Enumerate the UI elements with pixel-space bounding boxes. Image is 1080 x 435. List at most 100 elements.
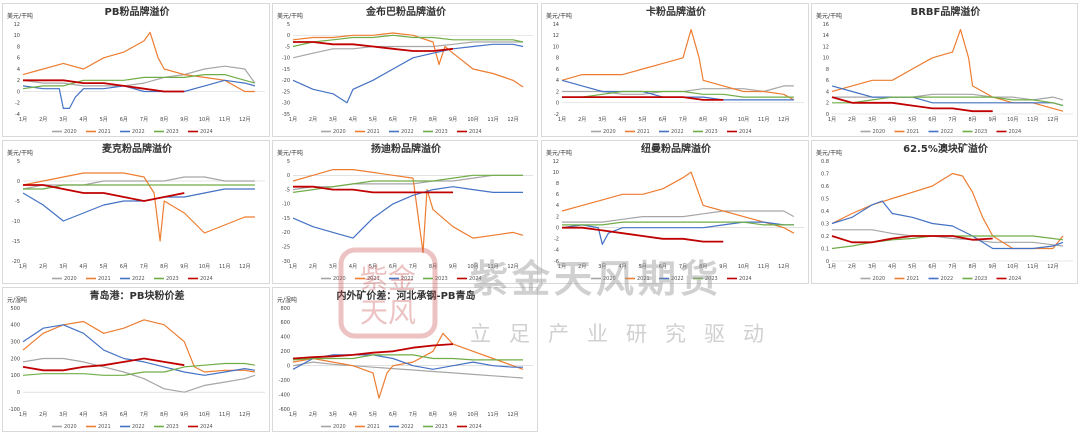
y-tick-label: 14 bbox=[553, 22, 559, 28]
chart-panel: 金布巴粉品牌溢价 美元/干吨 -35 -30 -25 -20 -15 -10 -5 0 5 1月 2月 3… bbox=[272, 3, 538, 137]
x-tick-label: 2月 bbox=[309, 117, 317, 123]
y-tick-label: 4 bbox=[826, 89, 829, 95]
y-tick-label: -30 bbox=[282, 259, 290, 265]
x-tick-label: 9月 bbox=[719, 264, 727, 270]
y-tick-label: 0 bbox=[17, 390, 20, 396]
y-axis-unit: 美元/干吨 bbox=[277, 12, 303, 20]
y-tick-label: 200 bbox=[10, 356, 20, 362]
series-line-2021 bbox=[292, 169, 524, 254]
x-tick-label: 6月 bbox=[928, 264, 936, 270]
x-tick-label: 4月 bbox=[349, 264, 357, 270]
series-line-2024 bbox=[831, 235, 993, 244]
y-tick-label: -15 bbox=[282, 216, 290, 222]
series-line-2023 bbox=[292, 174, 523, 193]
y-tick-label: 8 bbox=[17, 44, 20, 50]
x-tick-label: 8月 bbox=[968, 264, 976, 270]
series-line-2022 bbox=[292, 186, 523, 239]
y-tick-label: 4 bbox=[556, 78, 559, 84]
y-tick-label: 100 bbox=[10, 373, 20, 379]
x-tick-label: 12月 bbox=[1047, 264, 1058, 270]
y-tick-label: 12 bbox=[553, 159, 559, 165]
series-line-2023 bbox=[22, 73, 256, 90]
legend-label: 2023 bbox=[705, 276, 718, 282]
x-tick-label: 10月 bbox=[1007, 264, 1018, 270]
x-tick-label: 11月 bbox=[487, 412, 498, 418]
legend-label: 2024 bbox=[200, 276, 213, 282]
legend-label: 2020 bbox=[64, 424, 77, 430]
y-tick-label: 10 bbox=[553, 44, 559, 50]
x-tick-label: 4月 bbox=[349, 117, 357, 123]
legend-label: 2022 bbox=[671, 129, 684, 135]
x-tick-label: 2月 bbox=[578, 264, 586, 270]
x-tick-label: 9月 bbox=[989, 264, 997, 270]
legend-label: 2022 bbox=[132, 424, 145, 430]
y-axis-unit: 美元/干吨 bbox=[816, 12, 842, 20]
y-tick-label: 12 bbox=[14, 22, 20, 28]
x-tick-label: 1月 bbox=[19, 412, 27, 418]
y-tick-label: 0 bbox=[287, 33, 290, 39]
legend-label: 2024 bbox=[200, 129, 213, 135]
y-tick-label: 12 bbox=[553, 33, 559, 39]
x-tick-label: 5月 bbox=[908, 117, 916, 123]
x-tick-label: 5月 bbox=[100, 264, 108, 270]
chart-title: BRBF品牌溢价 bbox=[911, 5, 982, 18]
legend-label: 2021 bbox=[367, 129, 380, 135]
legend-label: 2024 bbox=[200, 424, 213, 430]
legend-label: 2024 bbox=[739, 129, 752, 135]
y-tick-label: -4 bbox=[554, 248, 559, 254]
series-line-2024 bbox=[831, 96, 993, 113]
series-line-2024 bbox=[293, 185, 453, 194]
y-tick-label: -100 bbox=[9, 407, 20, 413]
y-tick-label: 10 bbox=[823, 56, 829, 62]
legend-label: 2020 bbox=[333, 424, 346, 430]
series-line-2021 bbox=[561, 171, 795, 234]
x-tick-label: 6月 bbox=[389, 412, 397, 418]
y-tick-label: 2 bbox=[556, 89, 559, 95]
y-tick-label: -25 bbox=[282, 245, 290, 251]
series-line-2022 bbox=[292, 354, 523, 370]
x-tick-label: 11月 bbox=[758, 117, 769, 123]
x-tick-label: 3月 bbox=[59, 117, 67, 123]
y-axis-unit: 元/湿吨 bbox=[7, 296, 27, 304]
y-tick-label: 200 bbox=[280, 349, 290, 355]
y-tick-label: 0 bbox=[556, 225, 559, 231]
legend-label: 2023 bbox=[975, 276, 988, 282]
x-tick-label: 7月 bbox=[948, 264, 956, 270]
y-tick-label: 0.7 bbox=[821, 171, 829, 177]
y-tick-label: 8 bbox=[826, 67, 829, 73]
x-tick-label: 12月 bbox=[239, 412, 250, 418]
x-tick-label: 5月 bbox=[639, 117, 647, 123]
x-tick-label: 1月 bbox=[19, 264, 27, 270]
y-tick-label: 0.2 bbox=[821, 234, 829, 240]
y-tick-label: 4 bbox=[556, 203, 559, 209]
x-tick-label: 2月 bbox=[39, 264, 47, 270]
legend-label: 2020 bbox=[873, 129, 886, 135]
y-tick-label: -2 bbox=[554, 112, 559, 118]
legend-label: 2023 bbox=[705, 129, 718, 135]
legend-label: 2024 bbox=[469, 424, 482, 430]
y-tick-label: -20 bbox=[282, 230, 290, 236]
chart-title: 金布巴粉品牌溢价 bbox=[365, 5, 447, 18]
y-tick-label: 0.1 bbox=[821, 246, 829, 252]
legend-label: 2024 bbox=[1009, 129, 1022, 135]
x-tick-label: 10月 bbox=[199, 412, 210, 418]
x-tick-label: 11月 bbox=[487, 264, 498, 270]
y-tick-label: 5 bbox=[287, 159, 290, 165]
y-tick-label: 400 bbox=[280, 335, 290, 341]
series-line-2021 bbox=[831, 172, 1064, 250]
y-tick-label: 0.8 bbox=[821, 159, 829, 165]
y-tick-label: 12 bbox=[823, 44, 829, 50]
x-tick-label: 12月 bbox=[1047, 117, 1058, 123]
y-tick-label: 0 bbox=[287, 364, 290, 370]
y-tick-label: -10 bbox=[282, 56, 290, 62]
y-tick-label: 0 bbox=[556, 101, 559, 107]
y-tick-label: 4 bbox=[17, 67, 20, 73]
x-tick-label: 8月 bbox=[699, 264, 707, 270]
x-tick-label: 11月 bbox=[1027, 264, 1038, 270]
series-line-2021 bbox=[22, 31, 255, 93]
legend-label: 2021 bbox=[367, 276, 380, 282]
series-line-2024 bbox=[292, 343, 454, 360]
x-tick-label: 3月 bbox=[329, 264, 337, 270]
x-tick-label: 7月 bbox=[679, 264, 687, 270]
